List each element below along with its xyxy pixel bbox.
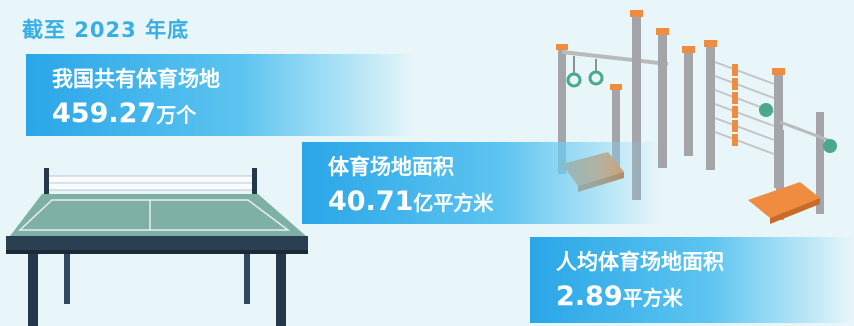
stat-unit-venues: 万个 bbox=[156, 103, 197, 127]
stat-card-venues: 我国共有体育场地 459.27万个 bbox=[26, 54, 416, 136]
headline: 截至 2023 年底 bbox=[22, 18, 190, 42]
stat-card-per-capita: 人均体育场地面积 2.89平方米 bbox=[530, 237, 854, 323]
stat-value-venues: 459.27万个 bbox=[52, 98, 196, 129]
stat-unit-per-capita: 平方米 bbox=[622, 286, 683, 310]
stat-value-area: 40.71亿平方米 bbox=[328, 186, 493, 217]
stat-label-venues: 我国共有体育场地 bbox=[52, 67, 220, 91]
stat-label-area: 体育场地面积 bbox=[328, 155, 454, 179]
stat-value-per-capita: 2.89平方米 bbox=[556, 281, 683, 312]
stat-card-area: 体育场地面积 40.71亿平方米 bbox=[302, 142, 662, 224]
stat-number-venues: 459.27 bbox=[52, 98, 157, 129]
ping-pong-table-illustration bbox=[6, 168, 308, 326]
stat-unit-area: 亿平方米 bbox=[413, 191, 494, 215]
stat-number-per-capita: 2.89 bbox=[556, 281, 623, 312]
stat-label-per-capita: 人均体育场地面积 bbox=[556, 250, 724, 274]
stat-number-area: 40.71 bbox=[328, 186, 414, 217]
